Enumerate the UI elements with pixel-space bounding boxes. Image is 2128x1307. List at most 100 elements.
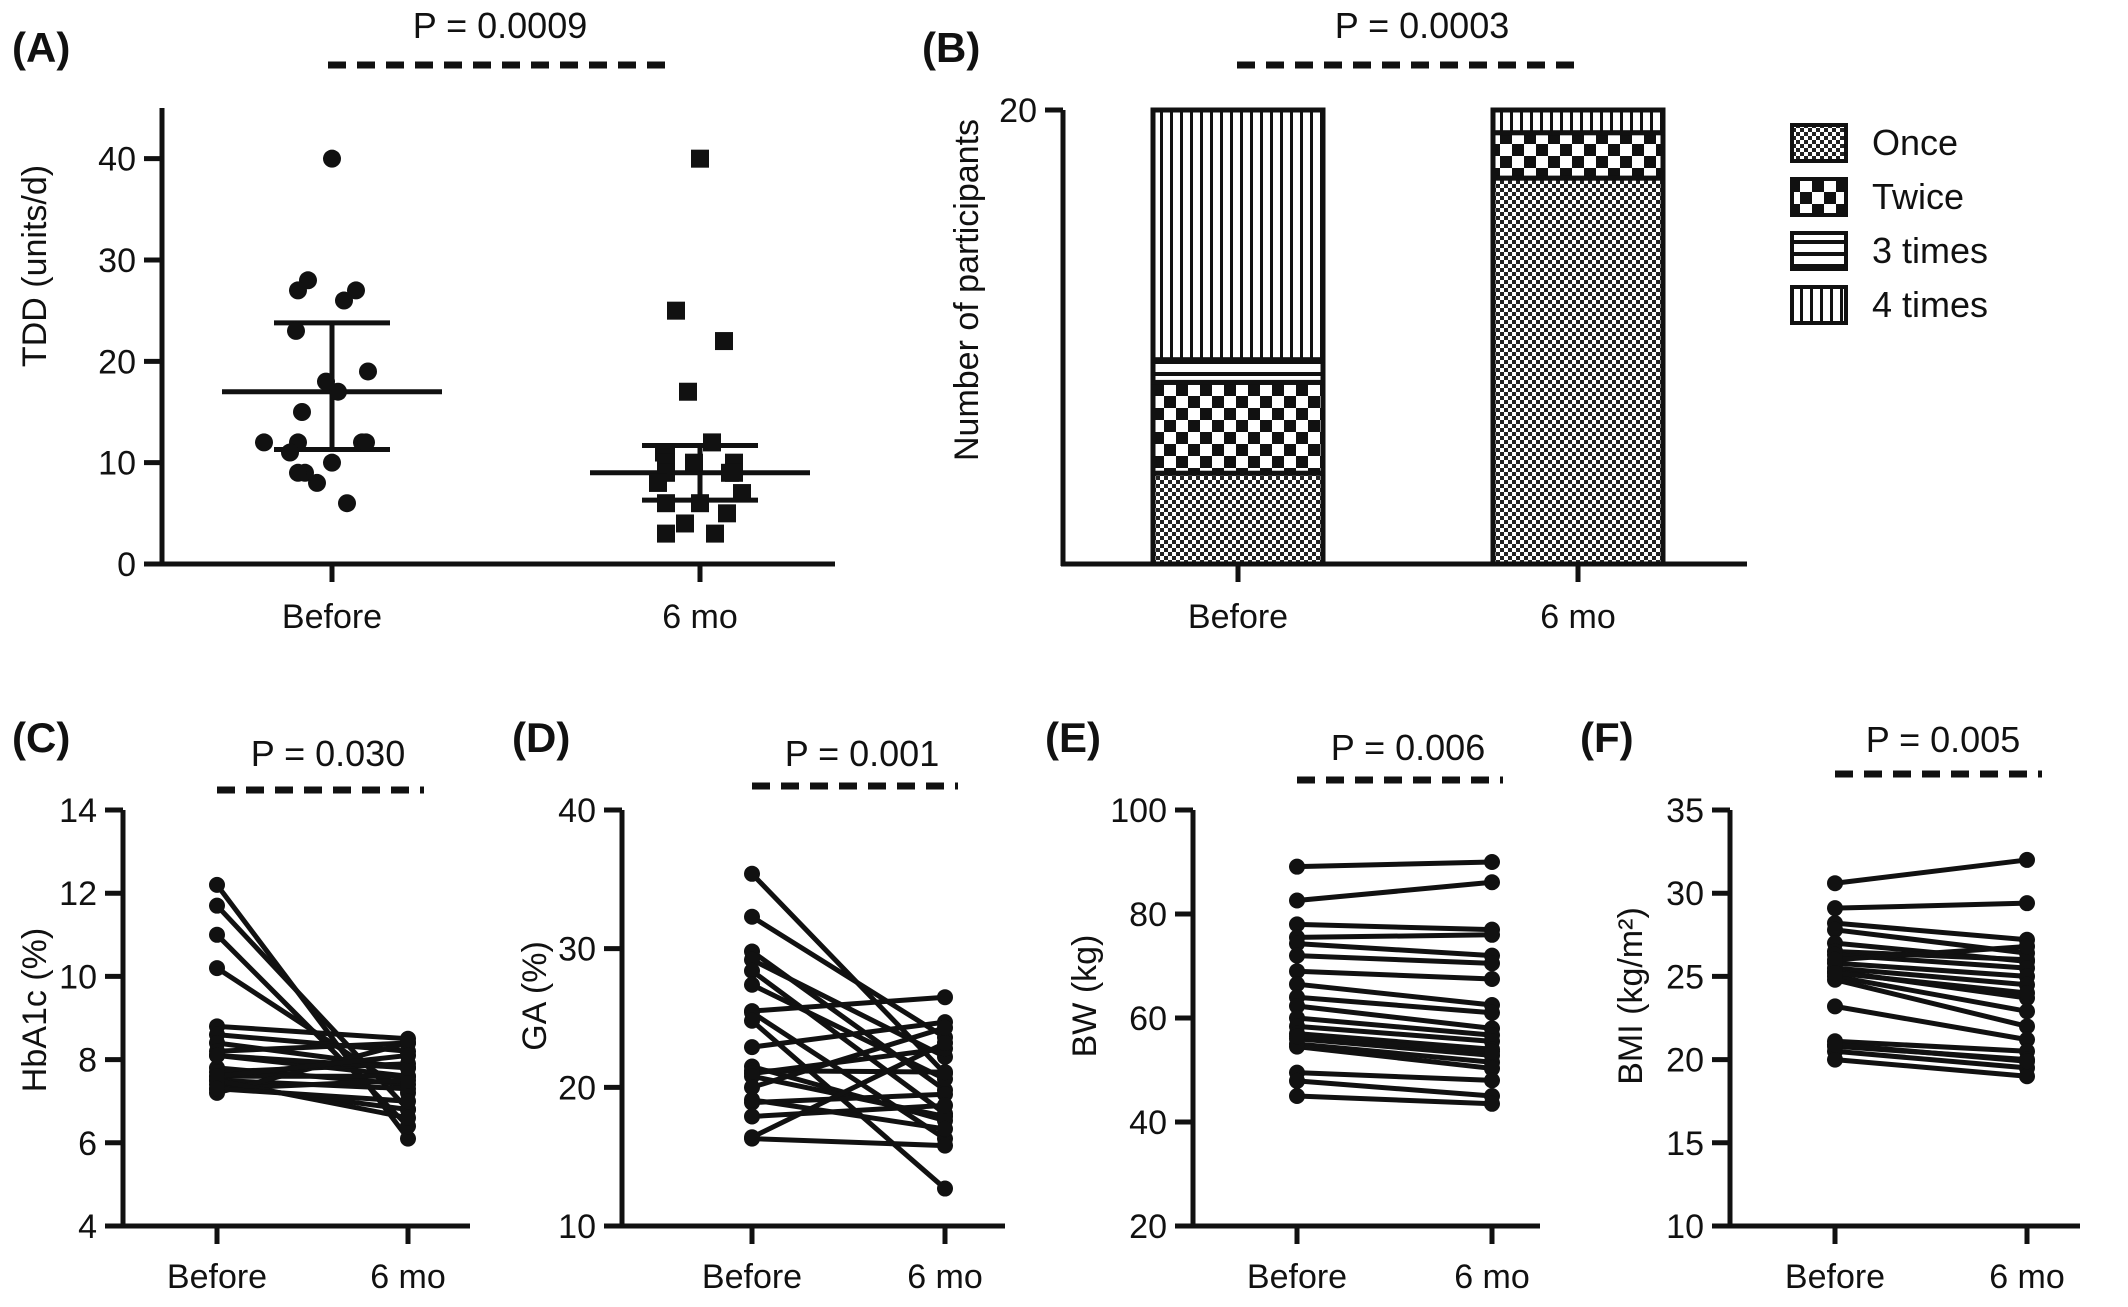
- panel-f-y-tick-label: 30: [1666, 875, 1704, 913]
- panel-e-p-value: P = 0.006: [1331, 727, 1485, 768]
- panel-f-label: (F): [1580, 714, 1634, 761]
- panel-b-bar-once: [1490, 175, 1666, 567]
- panel-e-point-before: [1289, 892, 1305, 909]
- panel-e-pair-line: [1296, 941, 1493, 959]
- panel-d-point-before: [744, 1079, 760, 1096]
- panel-e-pair-line: [1296, 1093, 1493, 1107]
- panel-e-point-6mo: [1484, 1095, 1500, 1112]
- panel-b-legend-swatch-three-times: [1790, 231, 1848, 271]
- panel-e-y-tick-label: 60: [1129, 1000, 1167, 1038]
- panel-e-point-before: [1289, 935, 1305, 952]
- panel-f-pair-line: [1834, 943, 2028, 963]
- panel-e-pair-line: [1296, 1078, 1493, 1099]
- panel-d-x-tick-label: Before: [702, 1258, 802, 1296]
- panel-f-point-6mo: [2019, 1053, 2035, 1070]
- panel-f-p-value: P = 0.005: [1866, 719, 2020, 760]
- panel-c-pair-line: [216, 1032, 409, 1054]
- panel-a-point-6mo: [649, 473, 667, 492]
- panel-e-x-tick-label: Before: [1247, 1258, 1347, 1296]
- panel-e-pair-line: [1296, 953, 1493, 966]
- panel-e-point-before: [1289, 858, 1305, 875]
- panel-c-pair-line: [216, 1086, 409, 1104]
- panel-a-point-6mo: [718, 504, 736, 523]
- panel-e-point-before: [1289, 1072, 1305, 1089]
- panel-d-point-before: [744, 951, 760, 968]
- panel-f-pair-line: [1834, 1048, 2028, 1071]
- panel-e-y-tick-label: 100: [1110, 792, 1167, 830]
- panel-e-pair-line: [1296, 994, 1493, 1016]
- panel-a-x-tick-label: 6 mo: [662, 598, 738, 636]
- panel-a-point-before: [347, 281, 365, 300]
- panel-a-point-before: [289, 281, 307, 300]
- panel-e-point-before: [1289, 976, 1305, 993]
- panel-e-point-6mo: [1484, 955, 1500, 972]
- panel-e-y-tick-label: 40: [1129, 1104, 1167, 1142]
- panel-b-bar-three-times: [1150, 357, 1326, 385]
- panel-a-y-axis-label: TDD (units/d): [16, 165, 54, 367]
- panel-d-p-value: P = 0.001: [785, 733, 939, 774]
- panel-e-pair-line: [1296, 1033, 1493, 1055]
- panel-b-legend-swatch-twice: [1790, 177, 1848, 217]
- panel-a-label: (A): [12, 24, 70, 71]
- panel-f-pair-line: [1834, 900, 2028, 911]
- panel-e-point-before: [1289, 998, 1305, 1015]
- panel-c-pair-line: [215, 903, 410, 1112]
- panel-d-point-6mo: [937, 1034, 953, 1051]
- panel-c-y-axis-label: HbA1c (%): [16, 928, 54, 1092]
- panel-b-legend-label-three-times: 3 times: [1872, 230, 1988, 271]
- panel-f-pair-line: [1834, 1042, 2028, 1064]
- panel-a-y-tick-label: 30: [98, 242, 136, 280]
- panel-d-pair-line: [750, 957, 947, 1060]
- panel-a-y-tick-label: 10: [98, 445, 136, 483]
- panel-f-pair-line: [1834, 970, 2028, 996]
- panel-d-pair-line: [750, 968, 947, 1116]
- panel-d-pair-line: [751, 1091, 946, 1106]
- panel-e-pair-line: [1296, 921, 1493, 933]
- panel-e-pair-line: [1296, 1070, 1493, 1083]
- panel-c-pair-line: [216, 1077, 409, 1121]
- panel-d-point-6mo: [937, 989, 953, 1006]
- panel-f-pair-line: [1834, 1003, 2028, 1043]
- panel-d-point-before: [744, 1091, 760, 1108]
- panel-d-point-before: [744, 908, 760, 925]
- panel-c-point-6mo: [400, 1059, 416, 1076]
- panel-f-x-tick-label: Before: [1785, 1258, 1885, 1296]
- panel-c-y-tick-label: 12: [59, 875, 97, 913]
- panel-b: (B) P = 0.0003 Number of participants 20…: [922, 5, 1988, 636]
- panel-e-pair-line: [1296, 981, 1493, 1008]
- panel-d-label: (D): [512, 714, 570, 761]
- panel-d-pair-line: [750, 1040, 947, 1140]
- panel-b-p-value: P = 0.0003: [1335, 5, 1510, 46]
- panel-e-plot: 20 40 60 80 100 Before 6 mo: [1110, 792, 1540, 1296]
- panel-c-point-6mo: [400, 1093, 416, 1110]
- panel-f-y-tick-label: 25: [1666, 958, 1704, 996]
- panel-b-legend-swatch-once: [1790, 123, 1848, 163]
- panel-e-point-6mo: [1484, 1043, 1500, 1060]
- panel-d-y-tick-label: 10: [558, 1208, 596, 1246]
- panel-c-p-value: P = 0.030: [251, 733, 405, 774]
- panel-a-x-tick-label: Before: [282, 598, 382, 636]
- panel-f-point-before: [1827, 900, 1843, 917]
- panel-f-y-tick-label: 10: [1666, 1208, 1704, 1246]
- panel-f: (F) P = 0.005 BMI (kg/m²) 10 15 20 25 30 35 Be…: [1580, 714, 2080, 1296]
- panel-b-y-axis-label: Number of participants: [948, 119, 986, 461]
- panel-a-point-6mo: [657, 494, 675, 513]
- panel-c-y-tick-label: 6: [78, 1125, 97, 1163]
- panel-d: (D) P = 0.001 GA (%) 10 20 30 40 Before 6 mo: [512, 714, 1005, 1296]
- panel-f-point-6mo: [2019, 895, 2035, 912]
- panel-c-point-before: [209, 1080, 225, 1097]
- panel-f-point-6mo: [2019, 938, 2035, 955]
- panel-d-point-before: [744, 1129, 760, 1146]
- panel-f-point-before: [1827, 965, 1843, 982]
- panel-f-point-6mo: [2019, 985, 2035, 1002]
- panel-d-point-before: [744, 1108, 760, 1125]
- panel-a-point-6mo: [657, 524, 675, 543]
- panel-e-pair-line: [1296, 1003, 1493, 1031]
- panel-a: (A) P = 0.0009 TDD (units/d) 0 10 20 30 40 Be…: [12, 5, 835, 636]
- panel-d-pair-line: [751, 1046, 946, 1076]
- panel-d-y-tick-label: 20: [558, 1069, 596, 1107]
- panel-a-point-6mo: [691, 494, 709, 513]
- panel-a-point-before: [323, 149, 341, 168]
- panel-b-legend-label-once: Once: [1872, 122, 1958, 163]
- panel-e-point-6mo: [1484, 1060, 1500, 1077]
